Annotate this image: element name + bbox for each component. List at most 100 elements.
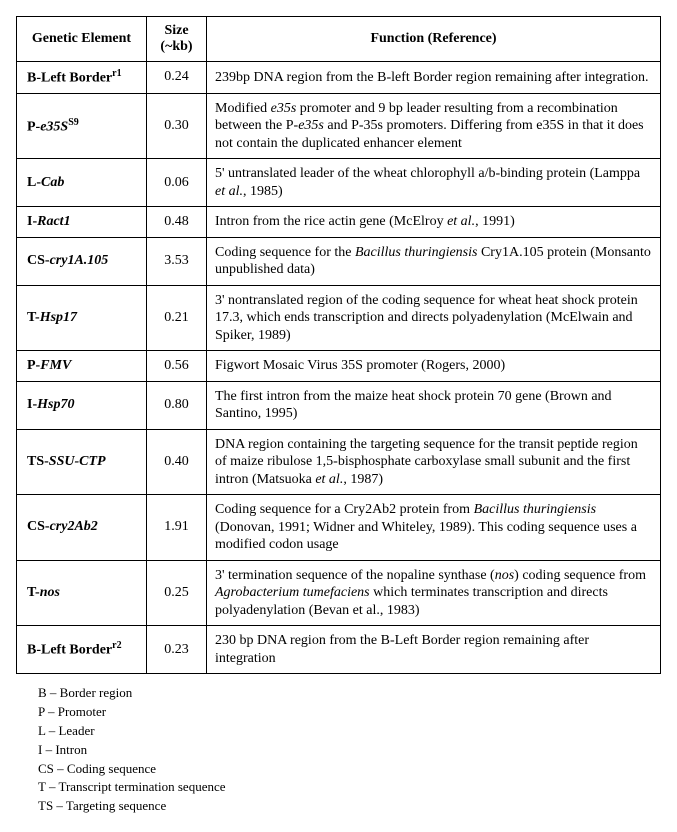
element-cell: P-FMV (17, 351, 147, 382)
function-text: 3' nontranslated region of the coding se… (215, 293, 638, 343)
header-size: Size (~kb) (147, 17, 207, 62)
element-prefix: I- (27, 397, 37, 412)
element-cell: CS-cry2Ab2 (17, 495, 147, 561)
legend-line: CS – Coding sequence (38, 760, 661, 779)
size-cell: 0.21 (147, 285, 207, 351)
function-italic: et al. (215, 184, 243, 199)
function-italic: Bacillus thuringiensis (474, 502, 597, 517)
function-cell: DNA region containing the targeting sequ… (207, 429, 661, 495)
legend-line: P – Promoter (38, 703, 661, 722)
legend-line: I – Intron (38, 741, 661, 760)
element-prefix: TS- (27, 454, 49, 469)
function-cell: 239bp DNA region from the B-left Border … (207, 62, 661, 94)
function-text: 5' untranslated leader of the wheat chlo… (215, 166, 640, 181)
function-italic: e35s (298, 118, 324, 133)
size-cell: 0.25 (147, 560, 207, 626)
function-text: , 1985) (243, 184, 283, 199)
element-prefix: T- (27, 310, 40, 325)
element-prefix: P- (27, 119, 40, 134)
element-italic: Cab (41, 175, 64, 190)
element-cell: B-Left Borderr1 (17, 62, 147, 94)
function-text: 3' termination sequence of the nopaline … (215, 568, 495, 583)
element-italic: FMV (40, 358, 71, 373)
header-element: Genetic Element (17, 17, 147, 62)
table-row: T-Hsp170.213' nontranslated region of th… (17, 285, 661, 351)
element-italic: SSU-CTP (49, 454, 106, 469)
legend-line: L – Leader (38, 722, 661, 741)
table-row: B-Left Borderr10.24 239bp DNA region from… (17, 62, 661, 94)
size-cell: 0.56 (147, 351, 207, 382)
function-cell: Figwort Mosaic Virus 35S promoter (Roger… (207, 351, 661, 382)
element-prefix: B-Left Border (27, 643, 112, 658)
element-superscript: S9 (68, 117, 79, 128)
function-text: Coding sequence for the (215, 245, 355, 260)
function-cell: Coding sequence for the Bacillus thuring… (207, 237, 661, 285)
size-cell: 0.06 (147, 159, 207, 207)
function-italic: nos (495, 568, 514, 583)
function-text: (Donovan, 1991; Widner and Whiteley, 198… (215, 520, 637, 553)
function-italic: et al. (315, 472, 343, 487)
element-cell: I-Ract1 (17, 207, 147, 238)
legend: B – Border regionP – PromoterL – LeaderI… (38, 684, 661, 816)
function-cell: The first intron from the maize heat sho… (207, 381, 661, 429)
table-header-row: Genetic Element Size (~kb) Function (Ref… (17, 17, 661, 62)
table-row: I-Ract10.48Intron from the rice actin ge… (17, 207, 661, 238)
function-text: 239bp DNA region from the B-left Border … (215, 70, 649, 85)
element-italic: e35S (40, 119, 68, 134)
element-prefix: I- (27, 214, 37, 229)
function-italic: et al. (447, 214, 475, 229)
function-cell: Intron from the rice actin gene (McElroy… (207, 207, 661, 238)
size-cell: 1.91 (147, 495, 207, 561)
function-text: Intron from the rice actin gene (McElroy (215, 214, 447, 229)
table-row: I-Hsp700.80The first intron from the mai… (17, 381, 661, 429)
function-cell: Coding sequence for a Cry2Ab2 protein fr… (207, 495, 661, 561)
function-text: Figwort Mosaic Virus 35S promoter (Roger… (215, 358, 505, 373)
element-prefix: CS- (27, 519, 50, 534)
element-italic: cry1A.105 (50, 253, 109, 268)
element-cell: L-Cab (17, 159, 147, 207)
element-italic: Ract1 (37, 214, 70, 229)
function-text: ) coding sequence from (514, 568, 646, 583)
size-cell: 0.30 (147, 93, 207, 159)
element-cell: B-Left Borderr2 (17, 626, 147, 674)
element-prefix: T- (27, 585, 40, 600)
element-cell: TS-SSU-CTP (17, 429, 147, 495)
function-cell: 3' termination sequence of the nopaline … (207, 560, 661, 626)
size-cell: 3.53 (147, 237, 207, 285)
genetic-elements-table: Genetic Element Size (~kb) Function (Ref… (16, 16, 661, 674)
table-row: B-Left Borderr20.23230 bp DNA region fro… (17, 626, 661, 674)
table-row: P-FMV0.56Figwort Mosaic Virus 35S promot… (17, 351, 661, 382)
function-cell: 5' untranslated leader of the wheat chlo… (207, 159, 661, 207)
function-text: , 1991) (475, 214, 515, 229)
function-cell: Modified e35s promoter and 9 bp leader r… (207, 93, 661, 159)
function-italic: e35s (271, 101, 297, 116)
element-italic: cry2Ab2 (50, 519, 98, 534)
size-cell: 0.23 (147, 626, 207, 674)
table-row: TS-SSU-CTP0.40DNA region containing the … (17, 429, 661, 495)
function-text: The first intron from the maize heat sho… (215, 389, 612, 422)
function-cell: 3' nontranslated region of the coding se… (207, 285, 661, 351)
element-cell: I-Hsp70 (17, 381, 147, 429)
legend-line: B – Border region (38, 684, 661, 703)
function-italic: Agrobacterium tumefaciens (215, 585, 370, 600)
size-cell: 0.48 (147, 207, 207, 238)
element-italic: Hsp17 (40, 310, 77, 325)
function-text: Modified (215, 101, 271, 116)
function-text: 230 bp DNA region from the B-Left Border… (215, 633, 589, 666)
element-cell: CS-cry1A.105 (17, 237, 147, 285)
legend-line: T – Transcript termination sequence (38, 778, 661, 797)
function-text: , 1987) (343, 472, 383, 487)
element-cell: T-Hsp17 (17, 285, 147, 351)
element-cell: T-nos (17, 560, 147, 626)
element-italic: nos (40, 585, 60, 600)
function-italic: Bacillus thuringiensis (355, 245, 478, 260)
element-prefix: P- (27, 358, 40, 373)
size-cell: 0.40 (147, 429, 207, 495)
table-row: CS-cry2Ab21.91Coding sequence for a Cry2… (17, 495, 661, 561)
size-cell: 0.24 (147, 62, 207, 94)
table-row: CS-cry1A.1053.53Coding sequence for the … (17, 237, 661, 285)
element-superscript: r2 (112, 640, 121, 651)
element-italic: Hsp70 (37, 397, 74, 412)
size-cell: 0.80 (147, 381, 207, 429)
function-cell: 230 bp DNA region from the B-Left Border… (207, 626, 661, 674)
